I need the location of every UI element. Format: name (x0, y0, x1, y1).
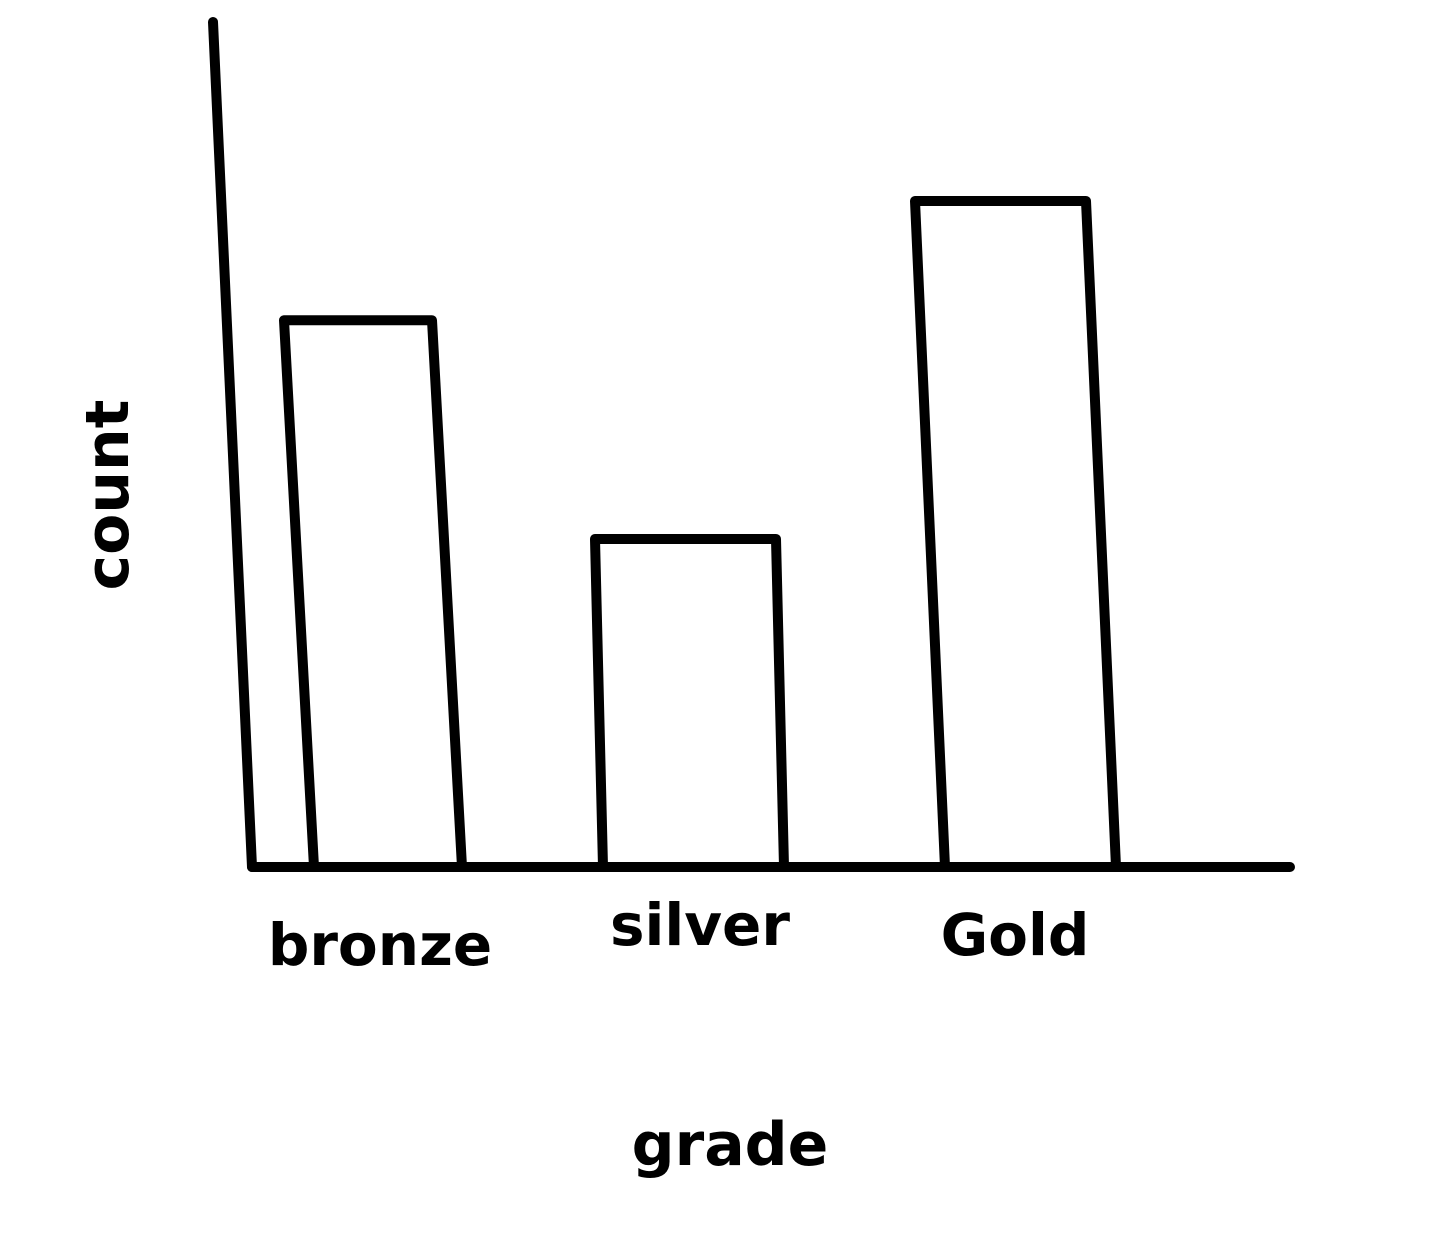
x-tick-label-bronze: bronze (268, 911, 492, 979)
y-axis-title: count (73, 400, 143, 591)
x-tick-label-gold: Gold (941, 901, 1090, 969)
bar-gold (910, 195, 1121, 872)
x-axis-title: grade (632, 1110, 829, 1180)
y-axis (208, 17, 257, 872)
bar-silver (590, 533, 789, 872)
bar-bronze (279, 315, 467, 872)
x-tick-label-silver: silver (610, 891, 790, 959)
x-tick-labels: bronze silver Gold (268, 891, 1090, 979)
bars (279, 195, 1121, 872)
